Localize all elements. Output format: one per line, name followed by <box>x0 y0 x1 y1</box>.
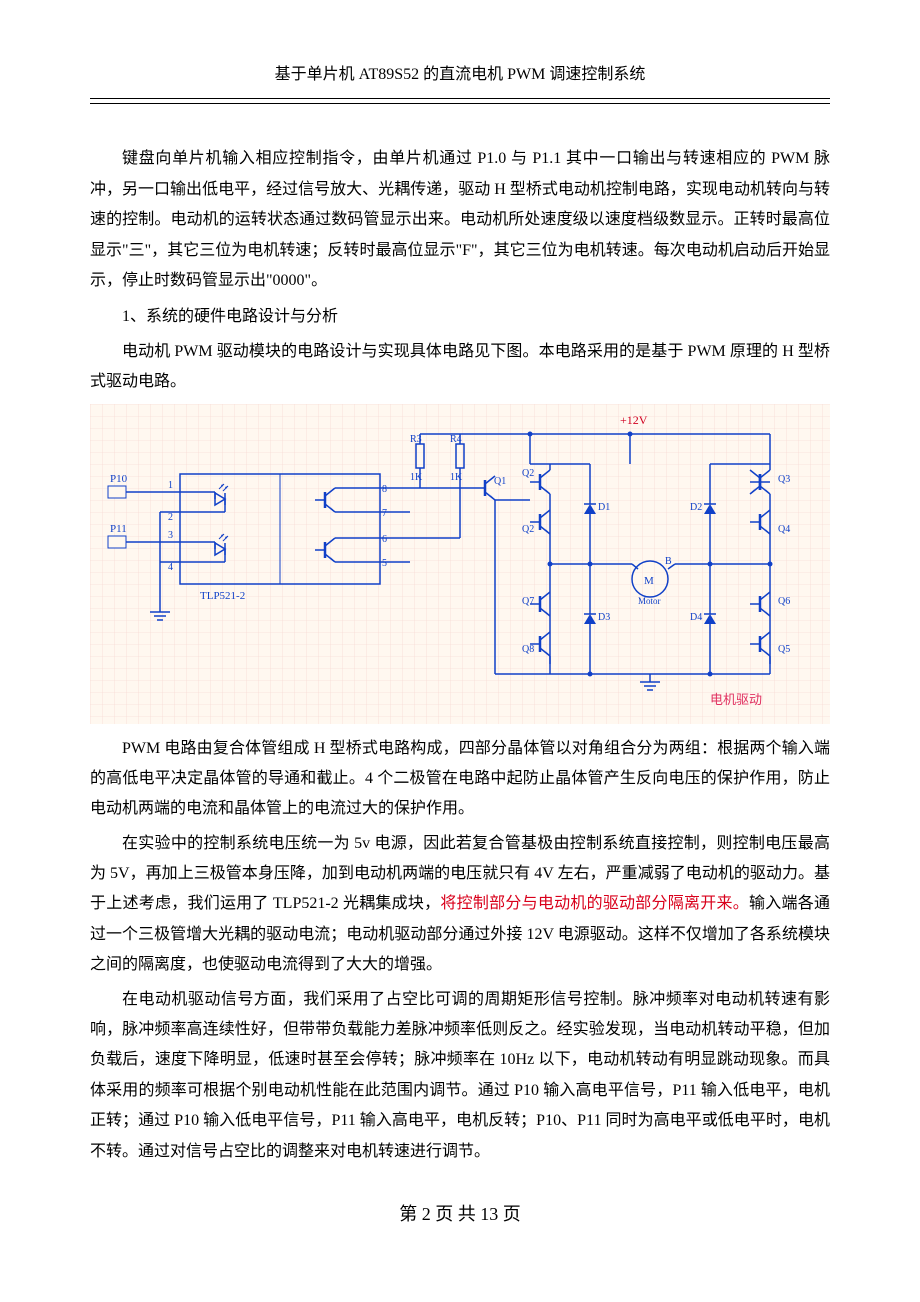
label-12v: +12V <box>620 413 648 427</box>
svg-text:Q2: Q2 <box>522 524 534 535</box>
svg-text:6: 6 <box>382 534 387 545</box>
paragraph-intro: 键盘向单片机输入相应控制指令，由单片机通过 P1.0 与 P1.1 其中一口输出… <box>90 144 830 296</box>
svg-text:5: 5 <box>382 558 387 569</box>
svg-text:7: 7 <box>382 508 387 519</box>
header-rule <box>90 103 830 104</box>
page-footer: 第 2 页 共 13 页 <box>90 1197 830 1231</box>
svg-text:Q2: Q2 <box>522 468 534 479</box>
paragraph-4: 在实验中的控制系统电压统一为 5v 电源，因此若复合管基极由控制系统直接控制，则… <box>90 829 830 981</box>
svg-text:Q4: Q4 <box>778 524 790 535</box>
svg-text:1K: 1K <box>450 472 463 483</box>
svg-text:Q7: Q7 <box>522 596 534 607</box>
paragraph-3: PWM 电路由复合体管组成 H 型桥式电路构成，四部分晶体管以对角组合分为两组：… <box>90 734 830 825</box>
svg-text:1K: 1K <box>410 472 423 483</box>
svg-text:2: 2 <box>168 512 173 523</box>
svg-text:Q6: Q6 <box>778 596 790 607</box>
svg-text:D1: D1 <box>598 502 610 513</box>
svg-text:D3: D3 <box>598 612 610 623</box>
svg-text:Motor: Motor <box>638 596 661 606</box>
paragraph-4-highlight: 将控制部分与电动机的驱动部分隔离开来。 <box>440 895 749 912</box>
svg-text:8: 8 <box>382 484 387 495</box>
svg-text:4: 4 <box>168 562 173 573</box>
svg-text:3: 3 <box>168 530 173 541</box>
svg-text:Q8: Q8 <box>522 644 534 655</box>
section-1-title: 1、系统的硬件电路设计与分析 <box>90 302 830 332</box>
svg-text:Q3: Q3 <box>778 474 790 485</box>
svg-text:1: 1 <box>168 480 173 491</box>
page-header-title: 基于单片机 AT89S52 的直流电机 PWM 调速控制系统 <box>90 60 830 99</box>
paragraph-5: 在电动机驱动信号方面，我们采用了占空比可调的周期矩形信号控制。脉冲频率对电动机转… <box>90 985 830 1167</box>
diagram-caption: 电机驱动 <box>710 692 762 707</box>
label-tlp: TLP521-2 <box>200 590 245 602</box>
svg-text:D4: D4 <box>690 612 702 623</box>
svg-text:Q5: Q5 <box>778 644 790 655</box>
svg-text:Q1: Q1 <box>494 476 506 487</box>
paragraph-2: 电动机 PWM 驱动模块的电路设计与实现具体电路见下图。本电路采用的是基于 PW… <box>90 337 830 398</box>
circuit-diagram: P10 1 P11 3 2 4 8 7 6 5 TLP521-2 R3 1K R… <box>90 404 830 724</box>
label-p10: P10 <box>110 473 128 485</box>
svg-text:D2: D2 <box>690 502 702 513</box>
svg-text:B: B <box>665 556 672 567</box>
svg-text:M: M <box>644 575 654 587</box>
label-p11: P11 <box>110 523 127 535</box>
